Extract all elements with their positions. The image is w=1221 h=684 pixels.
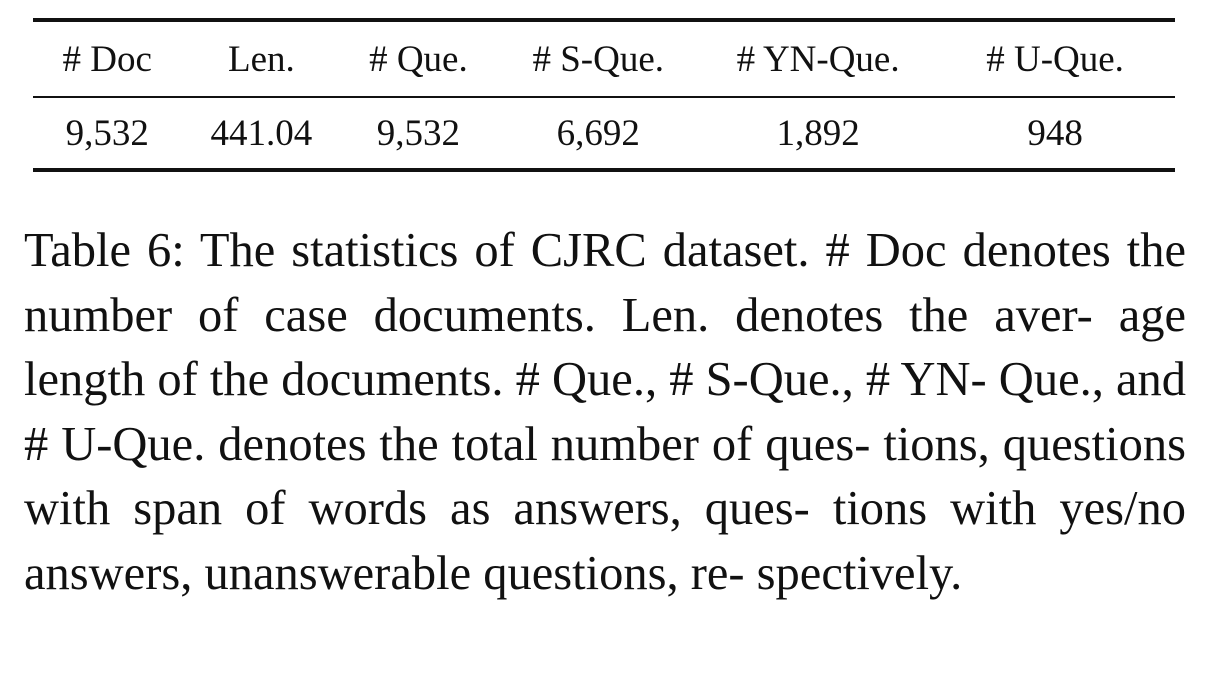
statistics-table-container: # Doc Len. # Que. # S-Que. # YN-Que. # U… [33,18,1175,172]
cell-unanswerable-question-count: 948 [935,97,1175,172]
cell-question-count: 9,532 [341,97,496,172]
table-body: 9,532 441.04 9,532 6,692 1,892 948 [33,97,1175,172]
caption-line: tions, questions with span of words as a… [24,417,1186,536]
header-doc-count: # Doc [33,18,182,98]
header-length: Len. [181,18,342,98]
cell-yes-no-question-count: 1,892 [701,97,936,172]
table-header: # Doc Len. # Que. # S-Que. # YN-Que. # U… [33,18,1175,98]
cell-length: 441.04 [181,97,342,172]
header-row: # Doc Len. # Que. # S-Que. # YN-Que. # U… [33,18,1175,98]
caption-line: tions with yes/no answers, unanswerable … [24,482,1187,600]
header-yes-no-question-count: # YN-Que. [701,18,936,98]
caption-line: the number of case documents. Len. denot… [24,224,1187,342]
caption-line: Que., and # U-Que. denotes the total num… [24,353,1187,471]
header-question-count: # Que. [341,18,496,98]
cjrc-statistics-table: # Doc Len. # Que. # S-Que. # YN-Que. # U… [33,18,1175,172]
table-caption: Table 6: The statistics of CJRC dataset.… [24,219,1186,607]
table-row: 9,532 441.04 9,532 6,692 1,892 948 [33,97,1175,172]
caption-line: Table 6: The statistics of CJRC dataset.… [24,224,1111,277]
cell-doc-count: 9,532 [33,97,182,172]
header-span-question-count: # S-Que. [495,18,702,98]
cell-span-question-count: 6,692 [495,97,702,172]
caption-line: spectively. [756,546,963,600]
header-unanswerable-question-count: # U-Que. [935,18,1175,98]
caption-line: age length of the documents. # Que., # S… [24,288,1186,407]
